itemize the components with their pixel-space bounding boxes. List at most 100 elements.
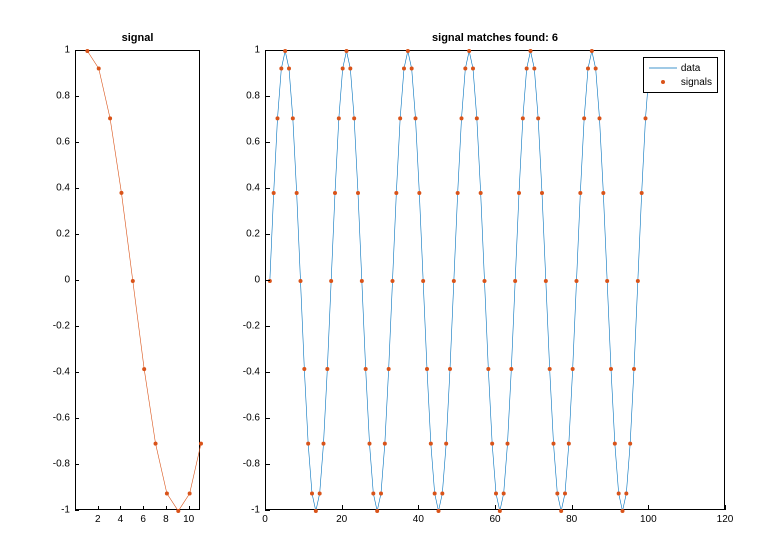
y-tick-label: 0.4 (246, 183, 260, 194)
y-tick-label: -0.4 (53, 367, 70, 378)
series-marker (471, 67, 475, 71)
y-tick-label: -0.6 (243, 413, 260, 424)
series-marker (199, 442, 203, 446)
series-marker (536, 116, 540, 120)
series-marker (348, 67, 352, 71)
x-tick-label: 4 (118, 514, 124, 525)
right-title: signal matches found: 6 (432, 32, 558, 44)
series-marker (532, 67, 536, 71)
y-tick-label: -0.6 (53, 413, 70, 424)
y-tick (265, 464, 270, 465)
series-marker (188, 492, 192, 496)
series-marker (456, 191, 460, 195)
series-marker (291, 116, 295, 120)
y-tick (265, 418, 270, 419)
y-tick-label: 0.4 (56, 183, 70, 194)
y-tick-label: 0 (64, 275, 70, 286)
series-marker (559, 509, 563, 513)
y-tick (265, 142, 270, 143)
series-marker (302, 367, 306, 371)
series-marker (345, 49, 349, 53)
series-marker (624, 491, 628, 495)
series-marker (479, 191, 483, 195)
legend-swatch-marker (649, 75, 677, 89)
y-tick (265, 372, 270, 373)
series-marker (131, 279, 135, 283)
x-tick (189, 506, 190, 510)
series-marker (517, 191, 521, 195)
legend-label-signals: signals (681, 77, 712, 88)
x-tick (725, 505, 726, 510)
y-tick (75, 510, 79, 511)
series-marker (310, 491, 314, 495)
series-marker (383, 442, 387, 446)
series-marker (287, 67, 291, 71)
series-marker (571, 367, 575, 371)
legend-item-signals: signals (649, 75, 712, 89)
x-tick-label: 0 (262, 514, 268, 525)
x-tick-label: 20 (336, 514, 347, 525)
series-marker (176, 509, 180, 513)
series-marker (613, 442, 617, 446)
series-marker (371, 491, 375, 495)
series-marker (555, 491, 559, 495)
series-marker (433, 491, 437, 495)
series-marker (498, 509, 502, 513)
series-marker (154, 442, 158, 446)
series-marker (452, 279, 456, 283)
series-marker (440, 491, 444, 495)
series-marker (398, 116, 402, 120)
y-tick (75, 234, 79, 235)
left-title: signal (122, 32, 154, 44)
x-tick (648, 505, 649, 510)
x-tick-label: 120 (717, 514, 734, 525)
series-marker (375, 509, 379, 513)
right-plot-svg (266, 51, 726, 511)
series-marker (417, 191, 421, 195)
series-marker (165, 492, 169, 496)
x-tick (495, 505, 496, 510)
y-tick-label: -0.8 (53, 459, 70, 470)
series-marker (575, 279, 579, 283)
series-marker (379, 491, 383, 495)
series-marker (360, 279, 364, 283)
y-tick-label: 0.6 (56, 137, 70, 148)
series-marker (475, 116, 479, 120)
y-tick-label: -1 (61, 505, 70, 516)
series-marker (490, 442, 494, 446)
x-tick (166, 506, 167, 510)
x-tick-label: 2 (95, 514, 101, 525)
series-marker (590, 49, 594, 53)
y-tick (75, 96, 79, 97)
left-axes: signal 246810-1-0.8-0.6-0.4-0.200.20.40.… (75, 50, 200, 510)
y-tick-label: 0.8 (56, 91, 70, 102)
series-line (87, 51, 201, 511)
series-marker (509, 367, 513, 371)
series-marker (609, 367, 613, 371)
y-tick-label: 1 (254, 45, 260, 56)
y-tick-label: 0.2 (56, 229, 70, 240)
y-tick-label: 1 (64, 45, 70, 56)
series-marker (644, 116, 648, 120)
series-marker (333, 191, 337, 195)
x-tick-label: 10 (183, 514, 194, 525)
series-marker (85, 49, 89, 53)
x-tick-label: 60 (489, 514, 500, 525)
series-marker (272, 191, 276, 195)
series-marker (318, 491, 322, 495)
y-tick (75, 280, 79, 281)
y-tick-label: -0.2 (53, 321, 70, 332)
y-tick (265, 280, 270, 281)
legend-swatch-line (649, 61, 677, 75)
series-marker (621, 509, 625, 513)
series-marker (387, 367, 391, 371)
series-marker (513, 279, 517, 283)
series-marker (448, 367, 452, 371)
legend-label-data: data (681, 63, 700, 74)
series-marker (97, 66, 101, 70)
x-tick-label: 6 (140, 514, 146, 525)
series-marker (529, 49, 533, 53)
series-marker (329, 279, 333, 283)
series-marker (414, 116, 418, 120)
x-tick (143, 506, 144, 510)
